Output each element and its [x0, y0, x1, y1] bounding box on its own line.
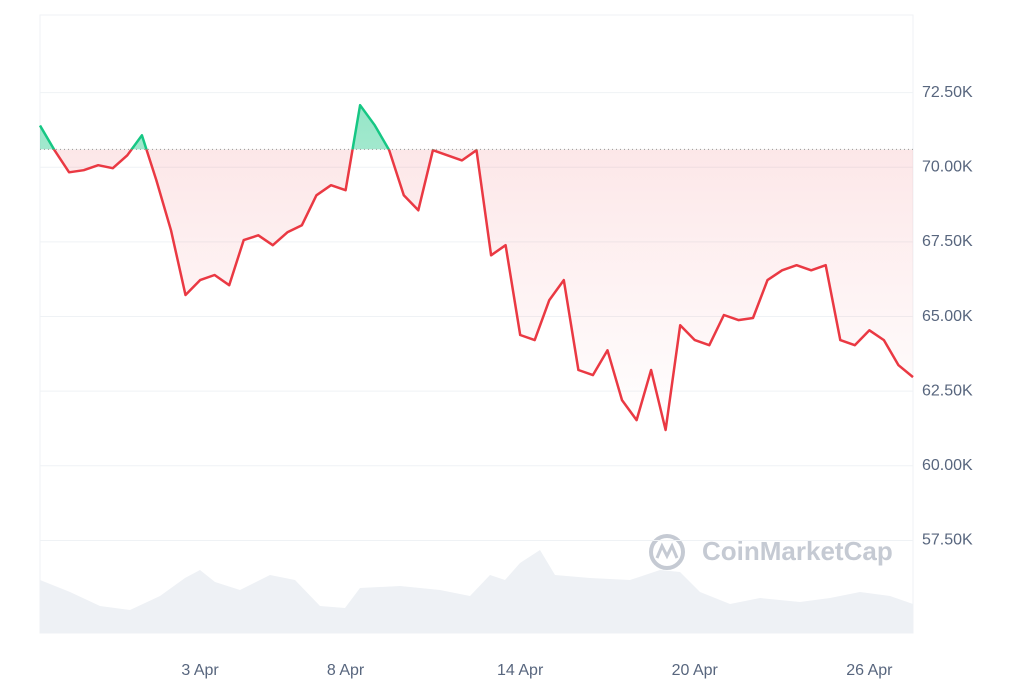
volume-area: [40, 550, 913, 633]
y-tick-label: 65.00K: [922, 308, 973, 325]
x-tick-label: 3 Apr: [181, 662, 219, 679]
y-tick-label: 62.50K: [922, 382, 973, 399]
area-below: [40, 149, 913, 430]
x-tick-label: 8 Apr: [327, 662, 365, 679]
x-tick-label: 20 Apr: [672, 662, 719, 679]
y-tick-label: 70.00K: [922, 158, 973, 175]
y-tick-label: 67.50K: [922, 233, 973, 250]
y-tick-label: 57.50K: [922, 532, 973, 549]
y-tick-label: 72.50K: [922, 84, 973, 101]
x-tick-label: 14 Apr: [497, 662, 544, 679]
price-line: [52, 149, 914, 432]
x-tick-label: 26 Apr: [846, 662, 893, 679]
y-tick-label: 60.00K: [922, 457, 973, 474]
